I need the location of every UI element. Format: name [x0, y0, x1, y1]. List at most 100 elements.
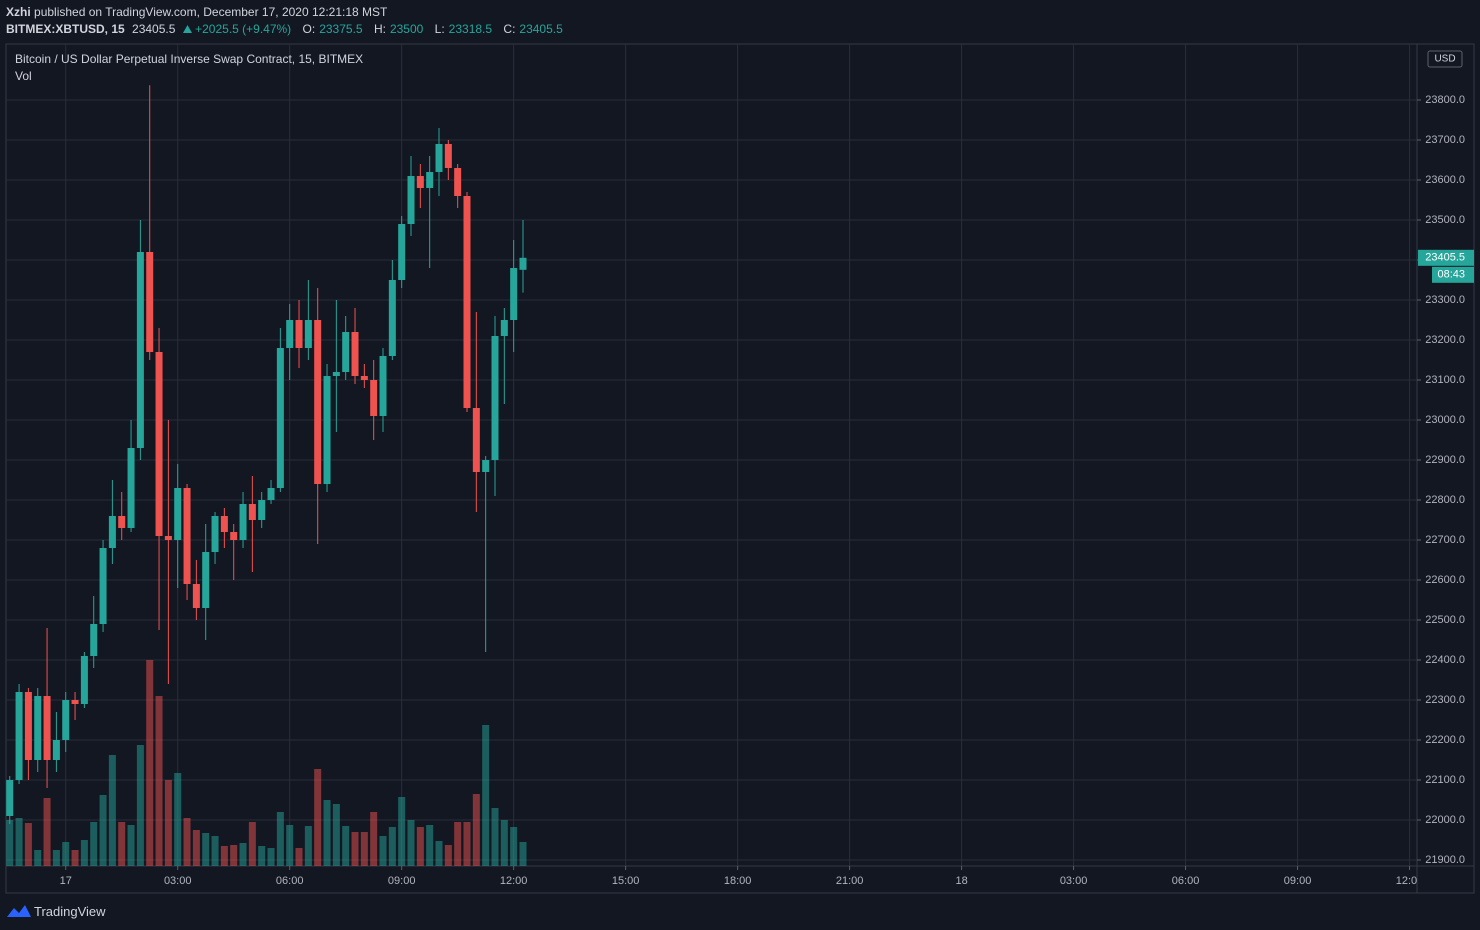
x-tick-label: 12:00: [500, 875, 528, 887]
volume-bar: [164, 780, 172, 866]
candle-body: [314, 320, 322, 484]
y-tick-label: 22800.0: [1425, 494, 1465, 506]
volume-bar: [183, 818, 191, 866]
volume-bar: [332, 804, 340, 866]
candle-body: [463, 196, 471, 408]
candle-body: [155, 352, 163, 536]
volume-pane: [6, 660, 527, 866]
x-tick-label: 09:00: [1284, 875, 1312, 887]
volume-bar: [491, 808, 499, 866]
volume-bar: [351, 832, 359, 866]
y-tick-label: 21900.0: [1425, 854, 1465, 866]
open-label: O:: [302, 22, 316, 36]
candle-body: [407, 176, 415, 224]
candle-body: [136, 252, 144, 448]
volume-bar: [192, 830, 200, 866]
volume-bar: [482, 725, 490, 866]
x-tick-label: 18: [955, 875, 967, 887]
countdown-label: 08:43: [1437, 269, 1465, 281]
volume-bar: [248, 822, 256, 866]
close-label: C:: [503, 22, 516, 36]
candle-body: [62, 700, 70, 740]
x-tick-label: 06:00: [1172, 875, 1200, 887]
volume-bar: [304, 826, 312, 866]
candle-body: [519, 257, 527, 270]
y-tick-label: 23100.0: [1425, 374, 1465, 386]
candle-body: [500, 320, 508, 336]
candle-body: [99, 548, 107, 624]
last-price-box: [1418, 249, 1474, 266]
high-value: 23500: [389, 22, 424, 36]
volume-bar: [454, 822, 462, 866]
candle-body: [230, 532, 238, 540]
candle-body: [24, 692, 32, 760]
footer: TradingView: [6, 903, 106, 919]
volume-bar: [342, 826, 350, 866]
volume-bar: [426, 825, 434, 866]
volume-bar: [118, 822, 126, 866]
volume-bar: [323, 800, 331, 866]
y-tick-label: 23000.0: [1425, 414, 1465, 426]
candle-body: [276, 348, 284, 488]
countdown-box: [1432, 266, 1474, 283]
candle-body: [15, 692, 23, 780]
candle-body: [370, 380, 378, 416]
candle-body: [146, 252, 154, 352]
candle-body: [258, 500, 266, 520]
volume-bar: [99, 795, 107, 866]
candle-body: [248, 504, 256, 520]
chart-title: Bitcoin / US Dollar Perpetual Inverse Sw…: [15, 52, 363, 66]
volume-bar: [267, 848, 275, 866]
candle-body: [435, 144, 443, 172]
candle-body: [426, 172, 434, 188]
volume-bar: [174, 773, 182, 866]
x-tick-label: 15:00: [612, 875, 640, 887]
volume-bar: [24, 823, 32, 866]
candle-body: [192, 584, 200, 608]
volume-bar: [407, 820, 415, 866]
volume-bar: [239, 843, 247, 866]
volume-bar: [500, 820, 508, 866]
candle-body: [220, 516, 228, 532]
candle-body: [388, 280, 396, 356]
publish-line: Xzhi published on TradingView.com, Decem…: [6, 5, 391, 19]
y-tick-label: 22700.0: [1425, 534, 1465, 546]
volume-bar: [519, 842, 527, 866]
time-axis: 17 03:00 06:00 09:00 12:00 15:00 18:00 21:00 18 0…: [60, 866, 1417, 887]
candle-body: [80, 656, 88, 704]
candle-body: [323, 376, 331, 484]
volume-bar: [510, 827, 518, 866]
candle-body: [183, 488, 191, 584]
volume-bar: [71, 850, 79, 866]
candle-body: [491, 336, 499, 460]
volume-bar: [127, 825, 135, 866]
open-value: 23375.5: [319, 22, 363, 36]
candle-body: [34, 696, 42, 760]
volume-bar: [202, 833, 210, 866]
y-tick-label: 22500.0: [1425, 614, 1465, 626]
x-tick-label: 21:00: [836, 875, 864, 887]
high-label: H:: [373, 22, 386, 36]
candle-body: [108, 516, 116, 548]
volume-bar: [43, 798, 51, 866]
y-tick-label: 22900.0: [1425, 454, 1465, 466]
currency-label: USD: [1434, 54, 1455, 65]
change: +2025.5 (+9.47%): [182, 22, 295, 36]
y-tick-label: 23800.0: [1425, 94, 1465, 106]
volume-bar: [6, 820, 14, 866]
volume-bar: [230, 845, 238, 866]
candle-body: [304, 320, 312, 348]
candle-body: [351, 332, 359, 376]
y-tick-label: 23300.0: [1425, 294, 1465, 306]
volume-bar: [146, 660, 154, 866]
candle-body: [71, 700, 79, 704]
candle-body: [118, 516, 126, 528]
candle-body: [6, 780, 14, 816]
candle-body: [472, 408, 480, 472]
volume-bar: [80, 840, 88, 866]
x-tick-label: 03:00: [164, 875, 192, 887]
candle-body: [295, 320, 303, 348]
volume-bar: [15, 818, 23, 866]
candle-body: [342, 332, 350, 372]
